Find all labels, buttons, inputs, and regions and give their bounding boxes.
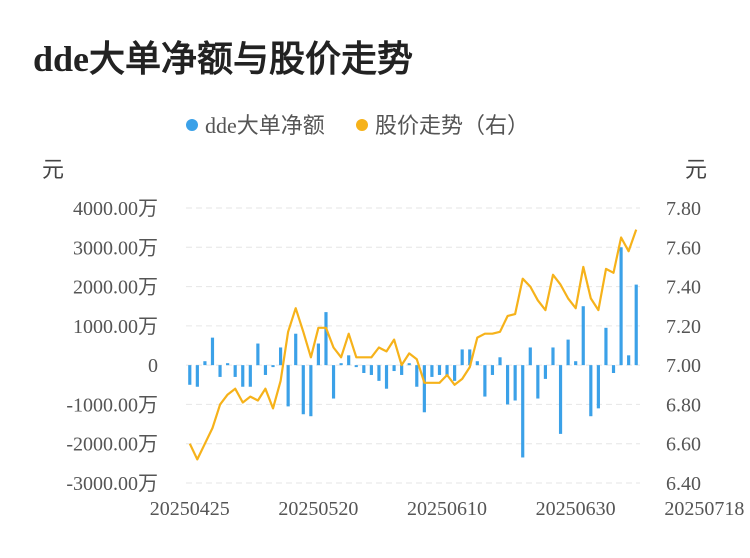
chart-title: dde大单净额与股价走势: [33, 39, 414, 79]
bar: [301, 365, 305, 415]
right-tick-label: 6.40: [666, 473, 701, 495]
legend-marker-dde: [186, 119, 198, 131]
bar: [498, 357, 502, 366]
bar: [627, 355, 631, 366]
bar: [528, 347, 532, 366]
bar: [543, 365, 548, 379]
bar: [369, 365, 373, 375]
bar: [233, 365, 237, 377]
legend-label-dde: dde大单净额: [205, 113, 325, 138]
right-tick-label: 6.60: [666, 434, 701, 456]
right-axis-unit: 元: [685, 157, 707, 182]
right-axis-ticks: 7.80 7.60 7.40 7.20 7.00 6.80 6.60 6.40: [666, 198, 701, 495]
bar: [505, 365, 510, 405]
bar: [188, 365, 192, 385]
bar: [430, 365, 434, 377]
bar-series: [188, 247, 638, 458]
left-tick-label: -2000.00万: [66, 434, 158, 456]
bar: [445, 365, 449, 377]
bar: [392, 365, 396, 372]
bar: [475, 361, 479, 366]
legend: dde大单净额 股价走势（右）: [186, 113, 529, 138]
bar: [422, 365, 426, 413]
bar: [347, 355, 351, 366]
bar: [574, 361, 578, 366]
bar: [407, 363, 411, 366]
x-tick-label: 20250718: [664, 498, 744, 520]
legend-label-price: 股价走势（右）: [375, 113, 529, 138]
left-tick-label: -3000.00万: [66, 473, 158, 495]
right-tick-label: 6.80: [666, 394, 701, 416]
bar: [256, 343, 260, 366]
x-tick-label: 20250520: [278, 498, 358, 520]
bar: [619, 247, 623, 366]
bar: [278, 347, 283, 366]
bar: [309, 365, 313, 417]
bar: [400, 365, 404, 375]
bar: [226, 363, 230, 366]
legend-marker-price: [356, 119, 368, 131]
bar: [513, 365, 517, 401]
bar: [195, 365, 199, 387]
bar: [521, 365, 525, 458]
gridlines: [186, 207, 640, 484]
bar: [384, 365, 389, 389]
x-axis-ticks: 20250425 20250520 20250610 20250630 20250718: [150, 498, 745, 520]
right-tick-label: 7.40: [666, 277, 701, 299]
bar: [263, 365, 268, 375]
right-tick-label: 7.80: [666, 198, 701, 220]
bar: [248, 365, 252, 387]
bar: [339, 363, 343, 366]
bar: [490, 365, 495, 375]
bar: [596, 365, 600, 409]
right-tick-label: 7.60: [666, 237, 701, 259]
x-tick-label: 20250425: [150, 498, 230, 520]
bar: [362, 365, 366, 373]
bar: [551, 347, 555, 366]
bar: [566, 339, 570, 366]
left-tick-label: -1000.00万: [66, 394, 158, 416]
bar: [210, 337, 215, 366]
left-axis-ticks: 4000.00万 3000.00万 2000.00万 1000.00万 0 -1000.0…: [66, 198, 158, 495]
bar: [581, 306, 585, 366]
bar: [536, 365, 540, 399]
bar: [634, 284, 638, 366]
bar: [331, 365, 336, 399]
bar: [483, 365, 487, 397]
x-tick-label: 20250630: [536, 498, 616, 520]
line-series: [188, 229, 638, 461]
bar: [324, 312, 328, 366]
bar: [415, 365, 419, 387]
bar: [558, 365, 563, 434]
right-tick-label: 7.20: [666, 316, 701, 338]
left-axis-unit: 元: [42, 157, 64, 182]
right-tick-label: 7.00: [666, 355, 701, 377]
bar: [453, 365, 457, 381]
left-tick-label: 3000.00万: [73, 237, 158, 259]
bar: [294, 333, 298, 366]
bar: [460, 349, 464, 366]
bar: [203, 361, 207, 366]
left-tick-label: 2000.00万: [73, 277, 158, 299]
bar: [377, 365, 381, 381]
bar: [271, 365, 275, 368]
bar: [218, 365, 222, 377]
price-line: [188, 229, 638, 461]
x-tick-label: 20250610: [407, 498, 487, 520]
bar: [437, 365, 442, 375]
bar: [286, 365, 290, 407]
bar: [354, 365, 358, 368]
bar: [241, 365, 245, 387]
bar: [589, 365, 593, 417]
left-tick-label: 1000.00万: [73, 316, 158, 338]
bar: [316, 343, 321, 366]
bar: [468, 349, 472, 366]
left-tick-label: 0: [148, 355, 158, 377]
bar: [611, 365, 616, 373]
left-tick-label: 4000.00万: [73, 198, 158, 220]
bar: [604, 327, 608, 366]
